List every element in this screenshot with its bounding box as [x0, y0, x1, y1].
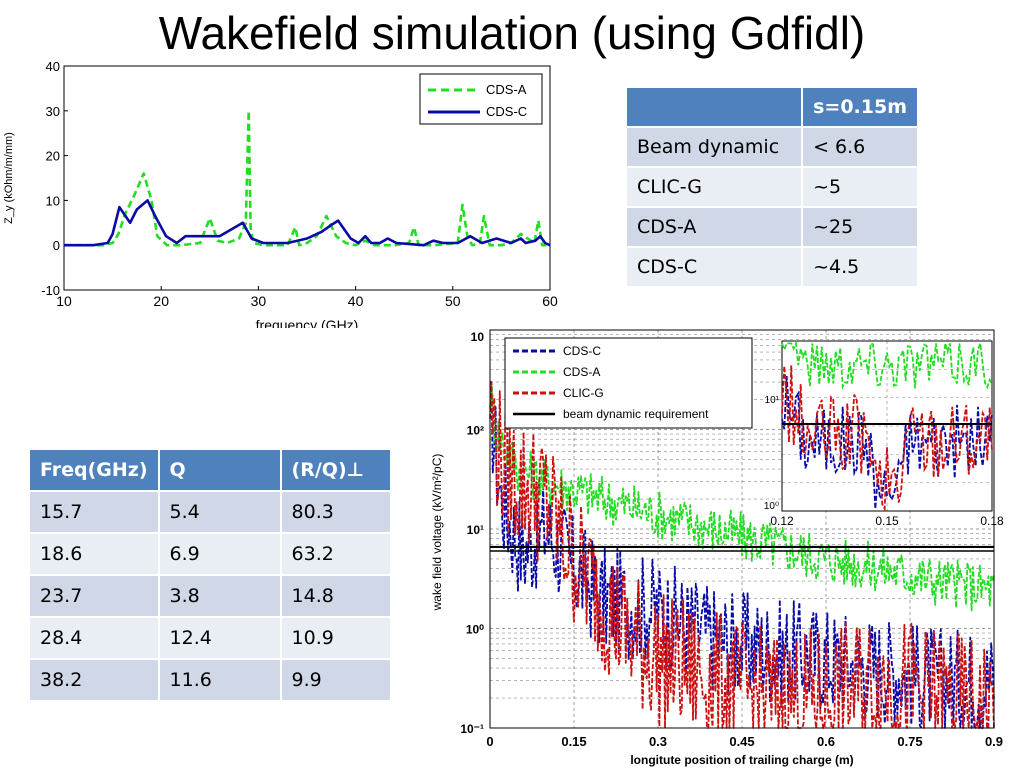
chart2-series-clic-g	[489, 381, 995, 729]
table-cell: 10.9	[279, 616, 393, 660]
table-row: CDS-C ~4.5	[624, 246, 919, 288]
table-cell: 80.3	[279, 490, 393, 534]
table-cell: CLIC-G	[624, 166, 804, 208]
chart2-ytick-label: 10⁻¹	[460, 722, 484, 736]
chart1-xtick-label: 60	[542, 293, 558, 309]
chart2-xtick-label: 0.3	[649, 734, 667, 749]
table-row: 28.4 12.4 10.9	[28, 616, 393, 660]
chart2-xtick-label: 0.75	[897, 734, 922, 749]
chart2-plot-area	[489, 329, 995, 729]
legend2-label-requirement: beam dynamic requirement	[563, 407, 709, 421]
chart1-legend: CDS-A CDS-C	[419, 73, 543, 125]
inset-series-clic-g	[781, 365, 993, 513]
table-header-row: Freq(GHz) Q (R/Q)⊥	[28, 448, 393, 492]
chart2-xtick-label: 0.15	[561, 734, 586, 749]
inset-xtick-label: 0.15	[875, 514, 899, 528]
modes-table: Freq(GHz) Q (R/Q)⊥ 15.7 5.4 80.3 18.6 6.…	[28, 448, 393, 702]
legend2-label-clic-g: CLIC-G	[563, 386, 604, 400]
table-cell: 6.9	[157, 532, 282, 576]
chart1-ytick-label: 20	[46, 149, 60, 164]
table-cell: 14.8	[279, 574, 393, 618]
table-cell: ~4.5	[801, 246, 919, 288]
table-row: CLIC-G ~5	[624, 166, 919, 208]
chart2-ylabel: wake field voltage (kV/m²/pC)	[430, 454, 444, 612]
table-cell: CDS-C	[624, 246, 804, 288]
table-cell: 12.4	[157, 616, 282, 660]
chart2-ytick-label: 10¹	[467, 523, 484, 537]
inset-ytick-label: 10⁰	[764, 501, 779, 512]
chart1-ytick-label: 10	[46, 193, 60, 208]
table-cell: 11.6	[157, 658, 282, 702]
table-cell: 3.8	[157, 574, 282, 618]
table-cell: ~5	[801, 166, 919, 208]
table-header-cell: Freq(GHz)	[28, 448, 160, 492]
table-cell: ~25	[801, 206, 919, 248]
table-header-cell: (R/Q)⊥	[279, 448, 393, 492]
table-cell: 23.7	[28, 574, 160, 618]
table-row: 23.7 3.8 14.8	[28, 574, 393, 618]
chart2-xtick-label: 0.6	[817, 734, 835, 749]
inset-xtick-label: 0.12	[770, 514, 794, 528]
legend2-label-cds-a: CDS-A	[563, 365, 600, 379]
slide-title: Wakefield simulation (using Gdfidl)	[158, 7, 866, 59]
chart1-ytick-label: 40	[46, 59, 60, 74]
chart2-legend: CDS-C CDS-A CLIC-G beam dynamic requirem…	[504, 337, 753, 429]
table-row: 18.6 6.9 63.2	[28, 532, 393, 576]
chart1-xtick-label: 10	[56, 293, 72, 309]
table-cell: Beam dynamic	[624, 126, 804, 168]
wakefield-chart: 0 0.15 0.3 0.45 0.6 0.75 0.9 10⁻¹ 10⁰ 10¹ 10² 10 wa…	[430, 329, 1004, 767]
table-cell: 38.2	[28, 658, 160, 702]
legend-label-cds-c: CDS-C	[486, 104, 527, 119]
legend-label-cds-a: CDS-A	[486, 82, 527, 97]
chart2-xlabel: longitute position of trailing charge (m…	[630, 753, 853, 767]
table-row: 38.2 11.6 9.9	[28, 658, 393, 702]
chart1-ytick-label: 30	[46, 104, 60, 119]
chart1-ylabel: Z_y (kOhm/m/mm)	[3, 132, 15, 224]
chart1-ytick-label: 0	[53, 238, 60, 253]
table-cell: CDS-A	[624, 206, 804, 248]
table-header-row: s=0.15m	[624, 86, 919, 128]
chart1-xlabel: frequency (GHz)	[256, 317, 359, 328]
chart2-ytick-label: 10²	[467, 424, 484, 438]
inset-ytick-label: 10¹	[765, 395, 780, 406]
table-cell: 5.4	[157, 490, 282, 534]
inset-series-cds-a	[781, 339, 993, 390]
table-row: Beam dynamic < 6.6	[624, 126, 919, 168]
table-cell: 15.7	[28, 490, 160, 534]
chart2-xtick-label: 0.45	[729, 734, 754, 749]
chart1-xtick-label: 30	[251, 293, 267, 309]
chart1-xtick-label: 20	[153, 293, 169, 309]
table-cell: 9.9	[279, 658, 393, 702]
chart1-series-cds-c	[64, 199, 551, 247]
table-row: CDS-A ~25	[624, 206, 919, 248]
chart1-plot-area	[63, 65, 551, 291]
table-cell: 63.2	[279, 532, 393, 576]
chart1-xtick-label: 40	[348, 293, 364, 309]
chart1-series-cds-a	[64, 109, 550, 247]
chart2-xtick-label: 0.9	[985, 734, 1003, 749]
table-cell: 18.6	[28, 532, 160, 576]
threshold-table: s=0.15m Beam dynamic < 6.6 CLIC-G ~5 CDS…	[624, 86, 919, 288]
table-header-cell	[624, 86, 804, 128]
chart2-ytick-label: 10⁰	[466, 623, 484, 637]
table-header-cell: Q	[157, 448, 282, 492]
table-header-cell: s=0.15m	[801, 86, 919, 128]
chart1-xtick-label: 50	[445, 293, 461, 309]
table-cell: < 6.6	[801, 126, 919, 168]
chart2-xtick-label: 0	[486, 734, 493, 749]
impedance-chart: 10 20 30 40 50 60 -10 0 10 20 30 40 Z_y (kOhm/m/mm)…	[3, 59, 558, 328]
chart2-series-cds-a	[489, 382, 995, 612]
table-row: 15.7 5.4 80.3	[28, 490, 393, 534]
legend2-label-cds-c: CDS-C	[563, 344, 601, 358]
chart2-ytick-label: 10	[471, 330, 485, 344]
chart2-inset: 0.12 0.15 0.18 10¹ 10⁰	[764, 339, 1004, 528]
table-cell: 28.4	[28, 616, 160, 660]
inset-xtick-label: 0.18	[980, 514, 1004, 528]
chart1-ytick-label: -10	[41, 283, 60, 298]
